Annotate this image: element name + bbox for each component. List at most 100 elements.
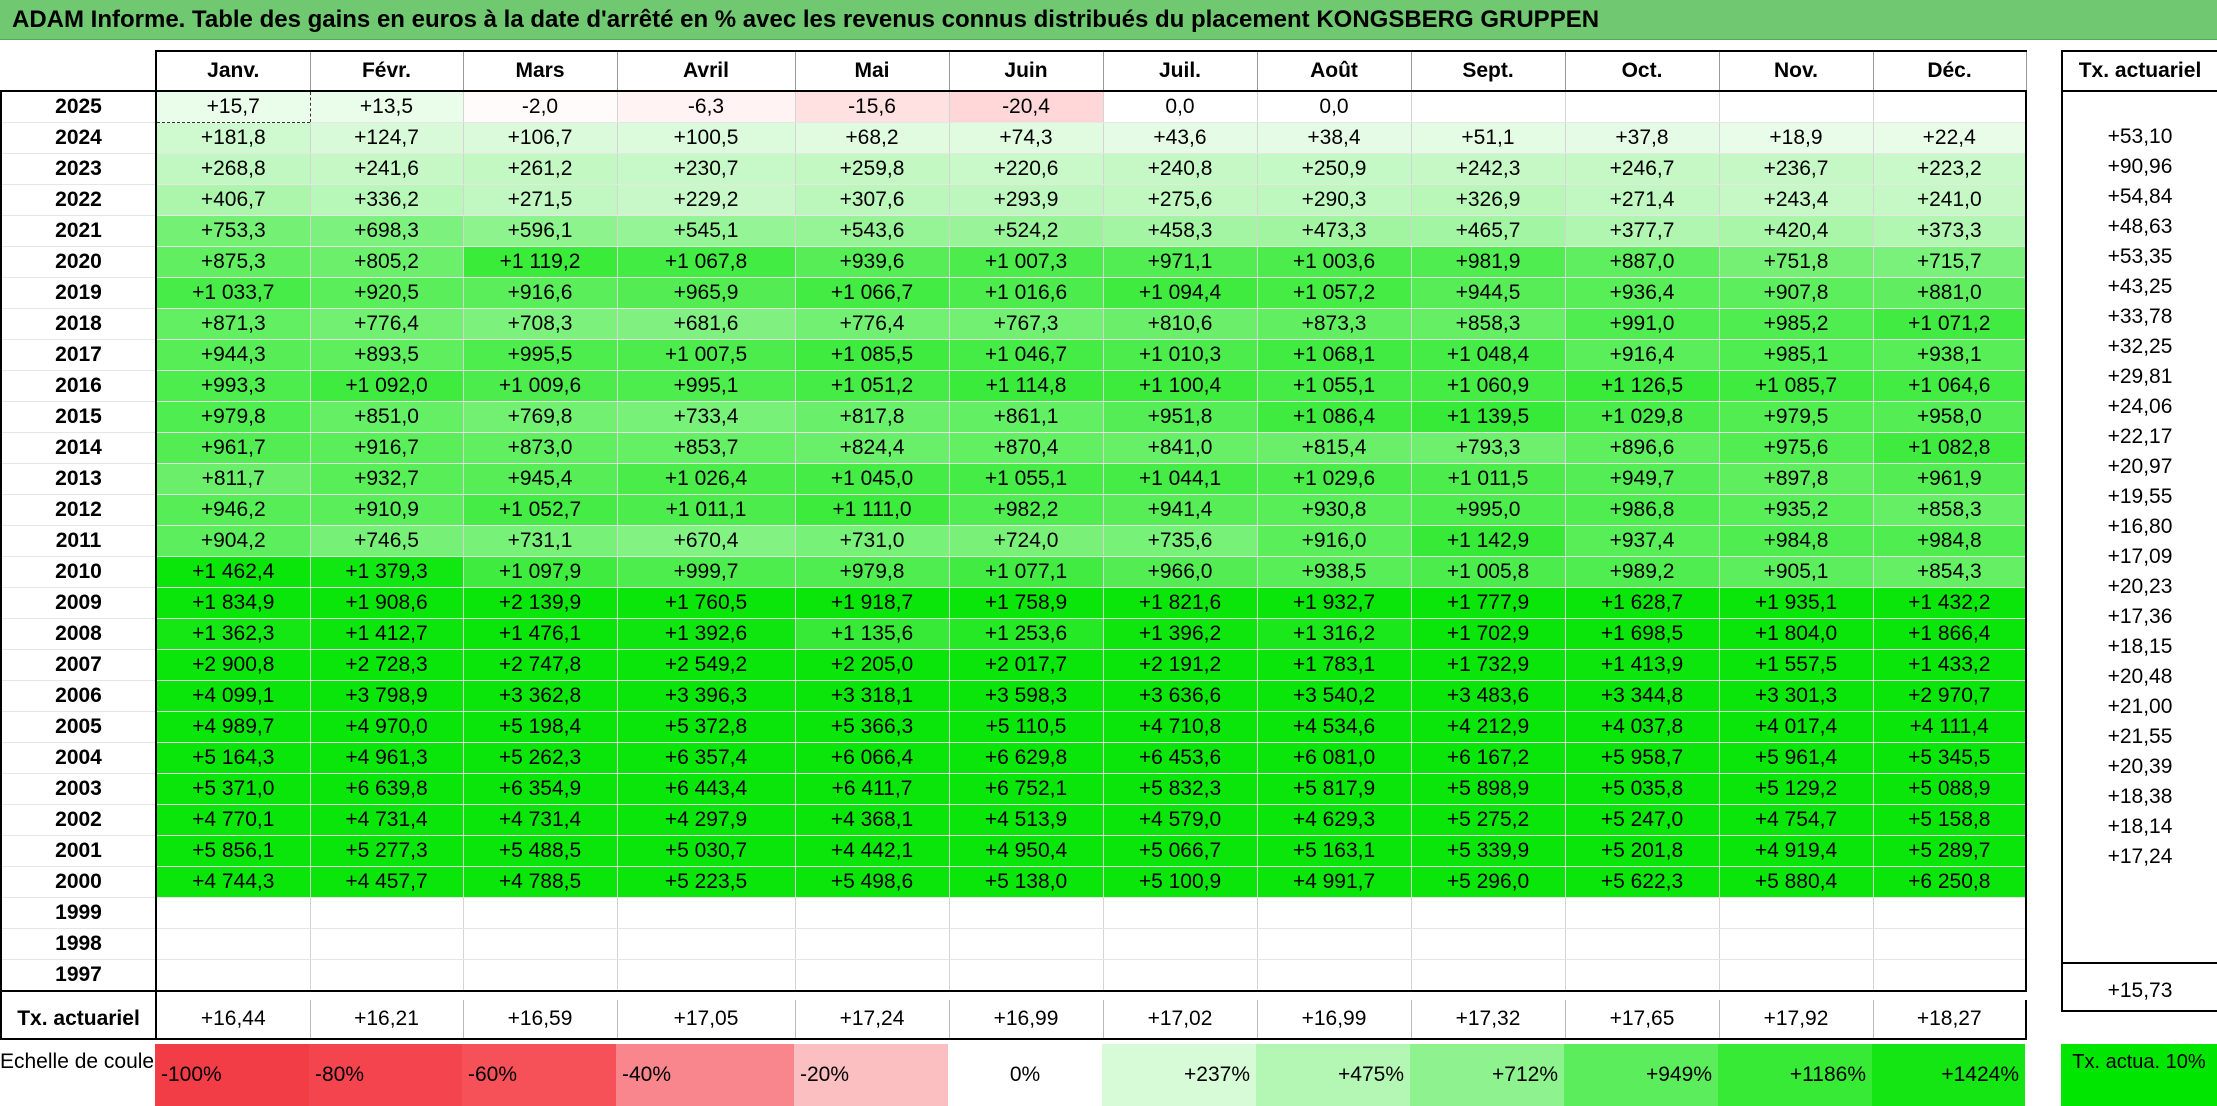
gain-cell: +1 055,1 xyxy=(949,463,1104,495)
table-row: 2022 +406,7 +336,2 +271,5 +229,2 +307,6 +293,9… xyxy=(0,184,2027,216)
footer-tx-cell: +18,27 xyxy=(1873,1000,2027,1040)
year-cell: 2018 xyxy=(0,308,157,340)
gain-cell: +817,8 xyxy=(795,401,950,433)
gain-cell: +5 832,3 xyxy=(1103,773,1258,805)
gain-cell: +1 433,2 xyxy=(1873,649,2027,681)
gain-cell: +1 111,0 xyxy=(795,494,950,526)
footer-tx-cell: +17,02 xyxy=(1103,1000,1258,1040)
gain-cell: +733,4 xyxy=(617,401,796,433)
gain-cell: +6 250,8 xyxy=(1873,866,2027,898)
gain-cell: +5 880,4 xyxy=(1719,866,1874,898)
gain-cell: +1 119,2 xyxy=(463,246,618,278)
gain-cell: +971,1 xyxy=(1103,246,1258,278)
gain-cell: +4 989,7 xyxy=(156,711,311,743)
table-row: 2012 +946,2 +910,9 +1 052,7 +1 011,1 +1 111,0… xyxy=(0,494,2027,526)
year-cell: 2005 xyxy=(0,711,157,743)
footer-tx-cell: +16,59 xyxy=(463,1000,618,1040)
gain-cell: +6 752,1 xyxy=(949,773,1104,805)
page-title: ADAM Informe. Table des gains en euros à… xyxy=(0,0,2217,40)
gain-cell: +1 067,8 xyxy=(617,246,796,278)
table-row: 1997 xyxy=(0,959,2027,992)
year-cell: 2003 xyxy=(0,773,157,805)
year-cell: 2025 xyxy=(0,91,157,123)
actuarial-rate-column: Tx. actuariel +53,10 +90,96 +54,84 +48,63 +53… xyxy=(2061,50,2217,1012)
gain-cell: +6 629,8 xyxy=(949,742,1104,774)
gain-cell: +6 411,7 xyxy=(795,773,950,805)
gain-cell: +1 007,5 xyxy=(617,339,796,371)
gain-cell: +858,3 xyxy=(1873,494,2027,526)
tx-actuariel-cell xyxy=(2061,872,2217,902)
gain-cell: +1 051,2 xyxy=(795,370,950,402)
gain-cell: +698,3 xyxy=(310,215,464,247)
gain-cell: +941,4 xyxy=(1103,494,1258,526)
gain-cell xyxy=(1719,897,1874,929)
gain-cell: +241,0 xyxy=(1873,184,2027,216)
gain-cell: +2 549,2 xyxy=(617,649,796,681)
gain-cell: +1 412,7 xyxy=(310,618,464,650)
gain-cell: +724,0 xyxy=(949,525,1104,557)
gain-cell: +3 598,3 xyxy=(949,680,1104,712)
gain-cell xyxy=(1257,928,1412,960)
year-cell: 2020 xyxy=(0,246,157,278)
gain-cell: +465,7 xyxy=(1411,215,1566,247)
gain-cell xyxy=(1873,928,2027,960)
gain-cell: +100,5 xyxy=(617,122,796,154)
table-row: 2011 +904,2 +746,5 +731,1 +670,4 +731,0 +724,0… xyxy=(0,525,2027,557)
gain-cell: +854,3 xyxy=(1873,556,2027,588)
gain-cell xyxy=(795,928,950,960)
gain-cell: +4 442,1 xyxy=(795,835,950,867)
year-cell: 2004 xyxy=(0,742,157,774)
gain-cell: +981,9 xyxy=(1411,246,1566,278)
footer-label: Tx. actuariel xyxy=(0,1000,157,1040)
gain-cell xyxy=(463,928,618,960)
gain-cell: +38,4 xyxy=(1257,122,1412,154)
gain-cell xyxy=(617,897,796,929)
tx-actuariel-cell: +20,97 xyxy=(2061,452,2217,482)
gain-cell: +1 316,2 xyxy=(1257,618,1412,650)
gain-cell: +853,7 xyxy=(617,432,796,464)
gain-cell: +5 066,7 xyxy=(1103,835,1258,867)
gain-cell: +1 392,6 xyxy=(617,618,796,650)
gain-cell: +4 297,9 xyxy=(617,804,796,836)
gain-cell: +4 788,5 xyxy=(463,866,618,898)
gain-cell: +6 081,0 xyxy=(1257,742,1412,774)
gain-cell: +1 011,5 xyxy=(1411,463,1566,495)
gain-cell: +181,8 xyxy=(156,122,311,154)
gain-cell: +406,7 xyxy=(156,184,311,216)
gain-cell xyxy=(1103,959,1258,992)
gain-cell xyxy=(156,959,311,992)
gain-cell xyxy=(156,897,311,929)
gain-cell: +4 457,7 xyxy=(310,866,464,898)
gain-cell: +6 167,2 xyxy=(1411,742,1566,774)
gain-cell: 0,0 xyxy=(1257,91,1412,123)
gain-cell: +975,6 xyxy=(1719,432,1874,464)
gain-cell: +1 379,3 xyxy=(310,556,464,588)
tx-actuariel-cell: +29,81 xyxy=(2061,362,2217,392)
gain-cell: +1 011,1 xyxy=(617,494,796,526)
gain-cell xyxy=(1873,959,2027,992)
month-header: Mai xyxy=(795,50,950,92)
gain-cell xyxy=(1873,91,2027,123)
gain-cell: +944,3 xyxy=(156,339,311,371)
table-row: 2024 +181,8 +124,7 +106,7 +100,5 +68,2 +74,3 +4… xyxy=(0,122,2027,154)
gain-cell: +965,9 xyxy=(617,277,796,309)
gain-cell: +995,5 xyxy=(463,339,618,371)
gain-cell: +858,3 xyxy=(1411,308,1566,340)
year-cell: 2009 xyxy=(0,587,157,619)
gain-cell: +2 728,3 xyxy=(310,649,464,681)
gain-cell: +242,3 xyxy=(1411,153,1566,185)
gain-cell: +2 970,7 xyxy=(1873,680,2027,712)
gain-cell: +4 099,1 xyxy=(156,680,311,712)
gain-cell: +982,2 xyxy=(949,494,1104,526)
gain-cell: +1 071,2 xyxy=(1873,308,2027,340)
gain-cell: +74,3 xyxy=(949,122,1104,154)
gain-cell: +841,0 xyxy=(1103,432,1258,464)
table-row: 2021 +753,3 +698,3 +596,1 +545,1 +543,6 +524,2… xyxy=(0,215,2027,247)
gain-cell: +5 138,0 xyxy=(949,866,1104,898)
gain-cell: +3 396,3 xyxy=(617,680,796,712)
gain-cell: -20,4 xyxy=(949,91,1104,123)
gain-cell: +936,4 xyxy=(1565,277,1720,309)
gain-cell: +1 052,7 xyxy=(463,494,618,526)
gain-cell: +261,2 xyxy=(463,153,618,185)
tx-actuariel-cell: +20,48 xyxy=(2061,662,2217,692)
